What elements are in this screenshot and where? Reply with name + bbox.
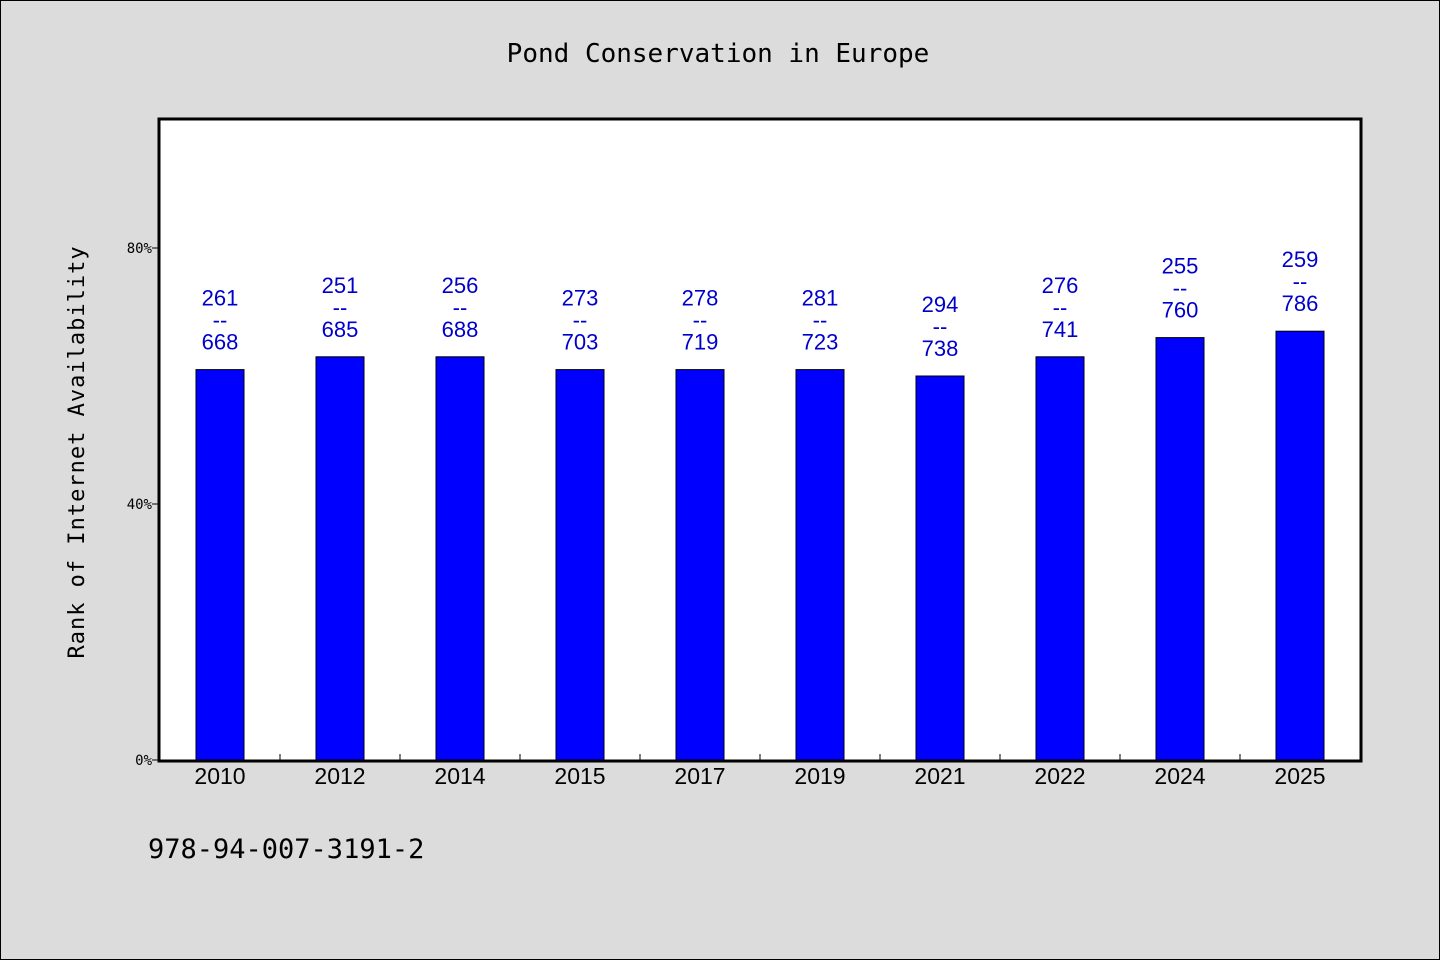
x-tick-label-2012: 2012 (314, 763, 365, 789)
bar-label-2019-0: 281 (802, 286, 839, 311)
y-axis-label: Rank of Internet Availability (65, 245, 90, 658)
bar-label-2019-1: -- (813, 308, 828, 333)
bar-label-2015-1: -- (573, 308, 588, 333)
bar-label-2025-1: -- (1293, 269, 1308, 294)
x-tick-label-2014: 2014 (434, 763, 485, 789)
bar-label-2012-2: 685 (322, 317, 359, 342)
bar-label-2017-2: 719 (682, 330, 719, 355)
bar-label-2021-0: 294 (922, 292, 959, 317)
bar-label-2015-2: 703 (562, 330, 599, 355)
bar-2024 (1155, 337, 1205, 761)
bar-2015 (555, 369, 605, 761)
bar-label-2010-0: 261 (202, 286, 239, 311)
bar-label-2017-1: -- (693, 308, 708, 333)
x-tick-label-2010: 2010 (194, 763, 245, 789)
bar-label-2022-1: -- (1053, 295, 1068, 320)
bar-label-2025-0: 259 (1282, 247, 1319, 272)
bar-label-2025-2: 786 (1282, 291, 1319, 316)
bar-2021 (915, 375, 965, 761)
y-tick-label: 0% (135, 753, 152, 769)
bar-label-2010-2: 668 (202, 330, 239, 355)
x-tick-label-2015: 2015 (554, 763, 605, 789)
bar-label-2010-1: -- (213, 308, 228, 333)
x-tick-label-2025: 2025 (1274, 763, 1325, 789)
isbn-footer: 978-94-007-3191-2 (148, 834, 425, 865)
x-tick-label-2021: 2021 (914, 763, 965, 789)
bar-2025 (1275, 330, 1325, 761)
y-axis: 0% 40% 80% (127, 241, 160, 769)
bar-2010 (195, 369, 245, 761)
bar-label-2014-0: 256 (442, 273, 479, 298)
bar-label-2014-2: 688 (442, 317, 479, 342)
bar-label-2014-1: -- (453, 295, 468, 320)
bar-label-2022-2: 741 (1042, 317, 1079, 342)
x-tick-label-2017: 2017 (674, 763, 725, 789)
chart-title: Pond Conservation in Europe (507, 39, 930, 69)
bar-label-2021-1: -- (933, 314, 948, 339)
bar-2012 (315, 356, 365, 761)
x-tick-label-2019: 2019 (794, 763, 845, 789)
bar-label-2024-2: 760 (1162, 298, 1199, 323)
bar-2019 (795, 369, 845, 761)
y-tick-label: 80% (127, 241, 153, 257)
bar-label-2024-1: -- (1173, 276, 1188, 301)
bar-label-2012-0: 251 (322, 273, 359, 298)
x-tick-label-2022: 2022 (1034, 763, 1085, 789)
bar-label-2017-0: 278 (682, 286, 719, 311)
bar-label-2015-0: 273 (562, 286, 599, 311)
x-axis: 2010 2012 2014 2015 2017 2019 2021 2022 2024 2025 (194, 754, 1326, 789)
bar-label-2021-2: 738 (922, 336, 959, 361)
x-tick-label-2024: 2024 (1154, 763, 1205, 789)
bar-2017 (675, 369, 725, 761)
bar-label-2012-1: -- (333, 295, 348, 320)
bar-label-2022-0: 276 (1042, 273, 1079, 298)
bar-2014 (435, 356, 485, 761)
bar-2022 (1035, 356, 1085, 761)
y-tick-label: 40% (127, 497, 153, 513)
bar-label-2024-0: 255 (1162, 254, 1199, 279)
bar-label-2019-2: 723 (802, 330, 839, 355)
bars-layer (195, 330, 1325, 761)
bar-labels-layer: 261--668251--685256--688273--703278--719… (202, 247, 1319, 361)
